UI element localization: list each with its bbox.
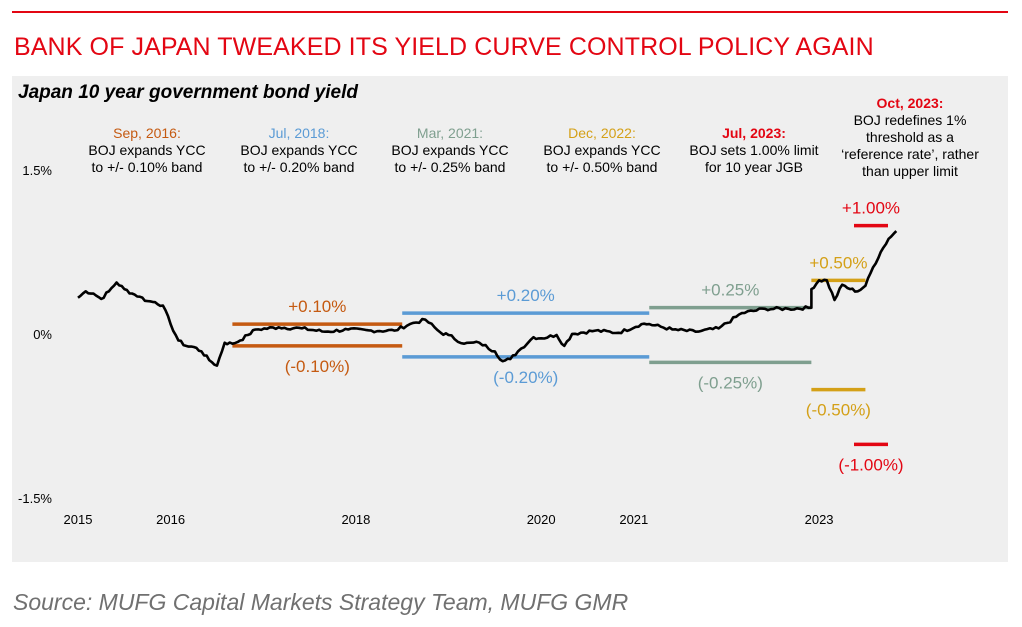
band-lower-label: (-1.00%)	[838, 455, 903, 474]
y-tick-label: 1.5%	[22, 163, 52, 178]
band-upper-label: +1.00%	[842, 199, 900, 218]
annotation-text: BOJ expands YCC	[543, 142, 660, 158]
y-tick-label: -1.5%	[18, 491, 52, 506]
top-rule	[12, 11, 1008, 13]
annotation-text: BOJ expands YCC	[88, 142, 205, 158]
annotation-date: Jul, 2018:	[269, 125, 330, 141]
annotation-text: BOJ sets 1.00% limit	[689, 142, 818, 158]
annotation-date: Oct, 2023:	[877, 95, 944, 111]
source-note: Source: MUFG Capital Markets Strategy Te…	[13, 589, 629, 615]
band-upper-label: +0.10%	[288, 297, 346, 316]
annotation-date: Jul, 2023:	[722, 125, 786, 141]
annotation-text: to +/- 0.10% band	[92, 159, 203, 175]
x-tick-label: 2016	[156, 512, 185, 527]
annotation-text: to +/- 0.20% band	[244, 159, 355, 175]
annotation-text: ‘reference rate’, rather	[841, 146, 979, 162]
yield-line	[77, 230, 898, 367]
annotation-date: Mar, 2021:	[417, 125, 483, 141]
annotation-text: BOJ expands YCC	[391, 142, 508, 158]
annotation-text: BOJ expands YCC	[240, 142, 357, 158]
annotation-text: BOJ redefines 1%	[854, 112, 967, 128]
chart-panel: Japan 10 year government bond yield 1.5%…	[12, 76, 1008, 562]
annotation-text: to +/- 0.25% band	[395, 159, 506, 175]
headline: BANK OF JAPAN TWEAKED ITS YIELD CURVE CO…	[14, 33, 874, 61]
band-lower-label: (-0.50%)	[806, 401, 871, 420]
annotation-text: than upper limit	[862, 163, 958, 179]
x-tick-label: 2023	[805, 512, 834, 527]
annotation-text: for 10 year JGB	[705, 159, 803, 175]
band-upper-label: +0.25%	[701, 281, 759, 300]
band-lower-label: (-0.25%)	[698, 373, 763, 392]
annotation-date: Sep, 2016:	[113, 125, 181, 141]
band-upper-label: +0.50%	[809, 253, 867, 272]
annotation-date: Dec, 2022:	[568, 125, 636, 141]
band-upper-label: +0.20%	[497, 286, 555, 305]
x-tick-label: 2015	[64, 512, 93, 527]
x-tick-label: 2020	[527, 512, 556, 527]
x-tick-label: 2018	[341, 512, 370, 527]
band-lower-label: (-0.10%)	[285, 357, 350, 376]
y-tick-label: 0%	[33, 327, 52, 342]
annotation-text: to +/- 0.50% band	[547, 159, 658, 175]
annotation-text: threshold as a	[866, 129, 954, 145]
x-tick-label: 2021	[619, 512, 648, 527]
yield-chart: 1.5% 0% -1.5% 2015 2016 2018 2020 2021 2023 +0.10…	[18, 95, 979, 527]
band-lower-label: (-0.20%)	[493, 368, 558, 387]
chart-title: Japan 10 year government bond yield	[18, 82, 358, 103]
